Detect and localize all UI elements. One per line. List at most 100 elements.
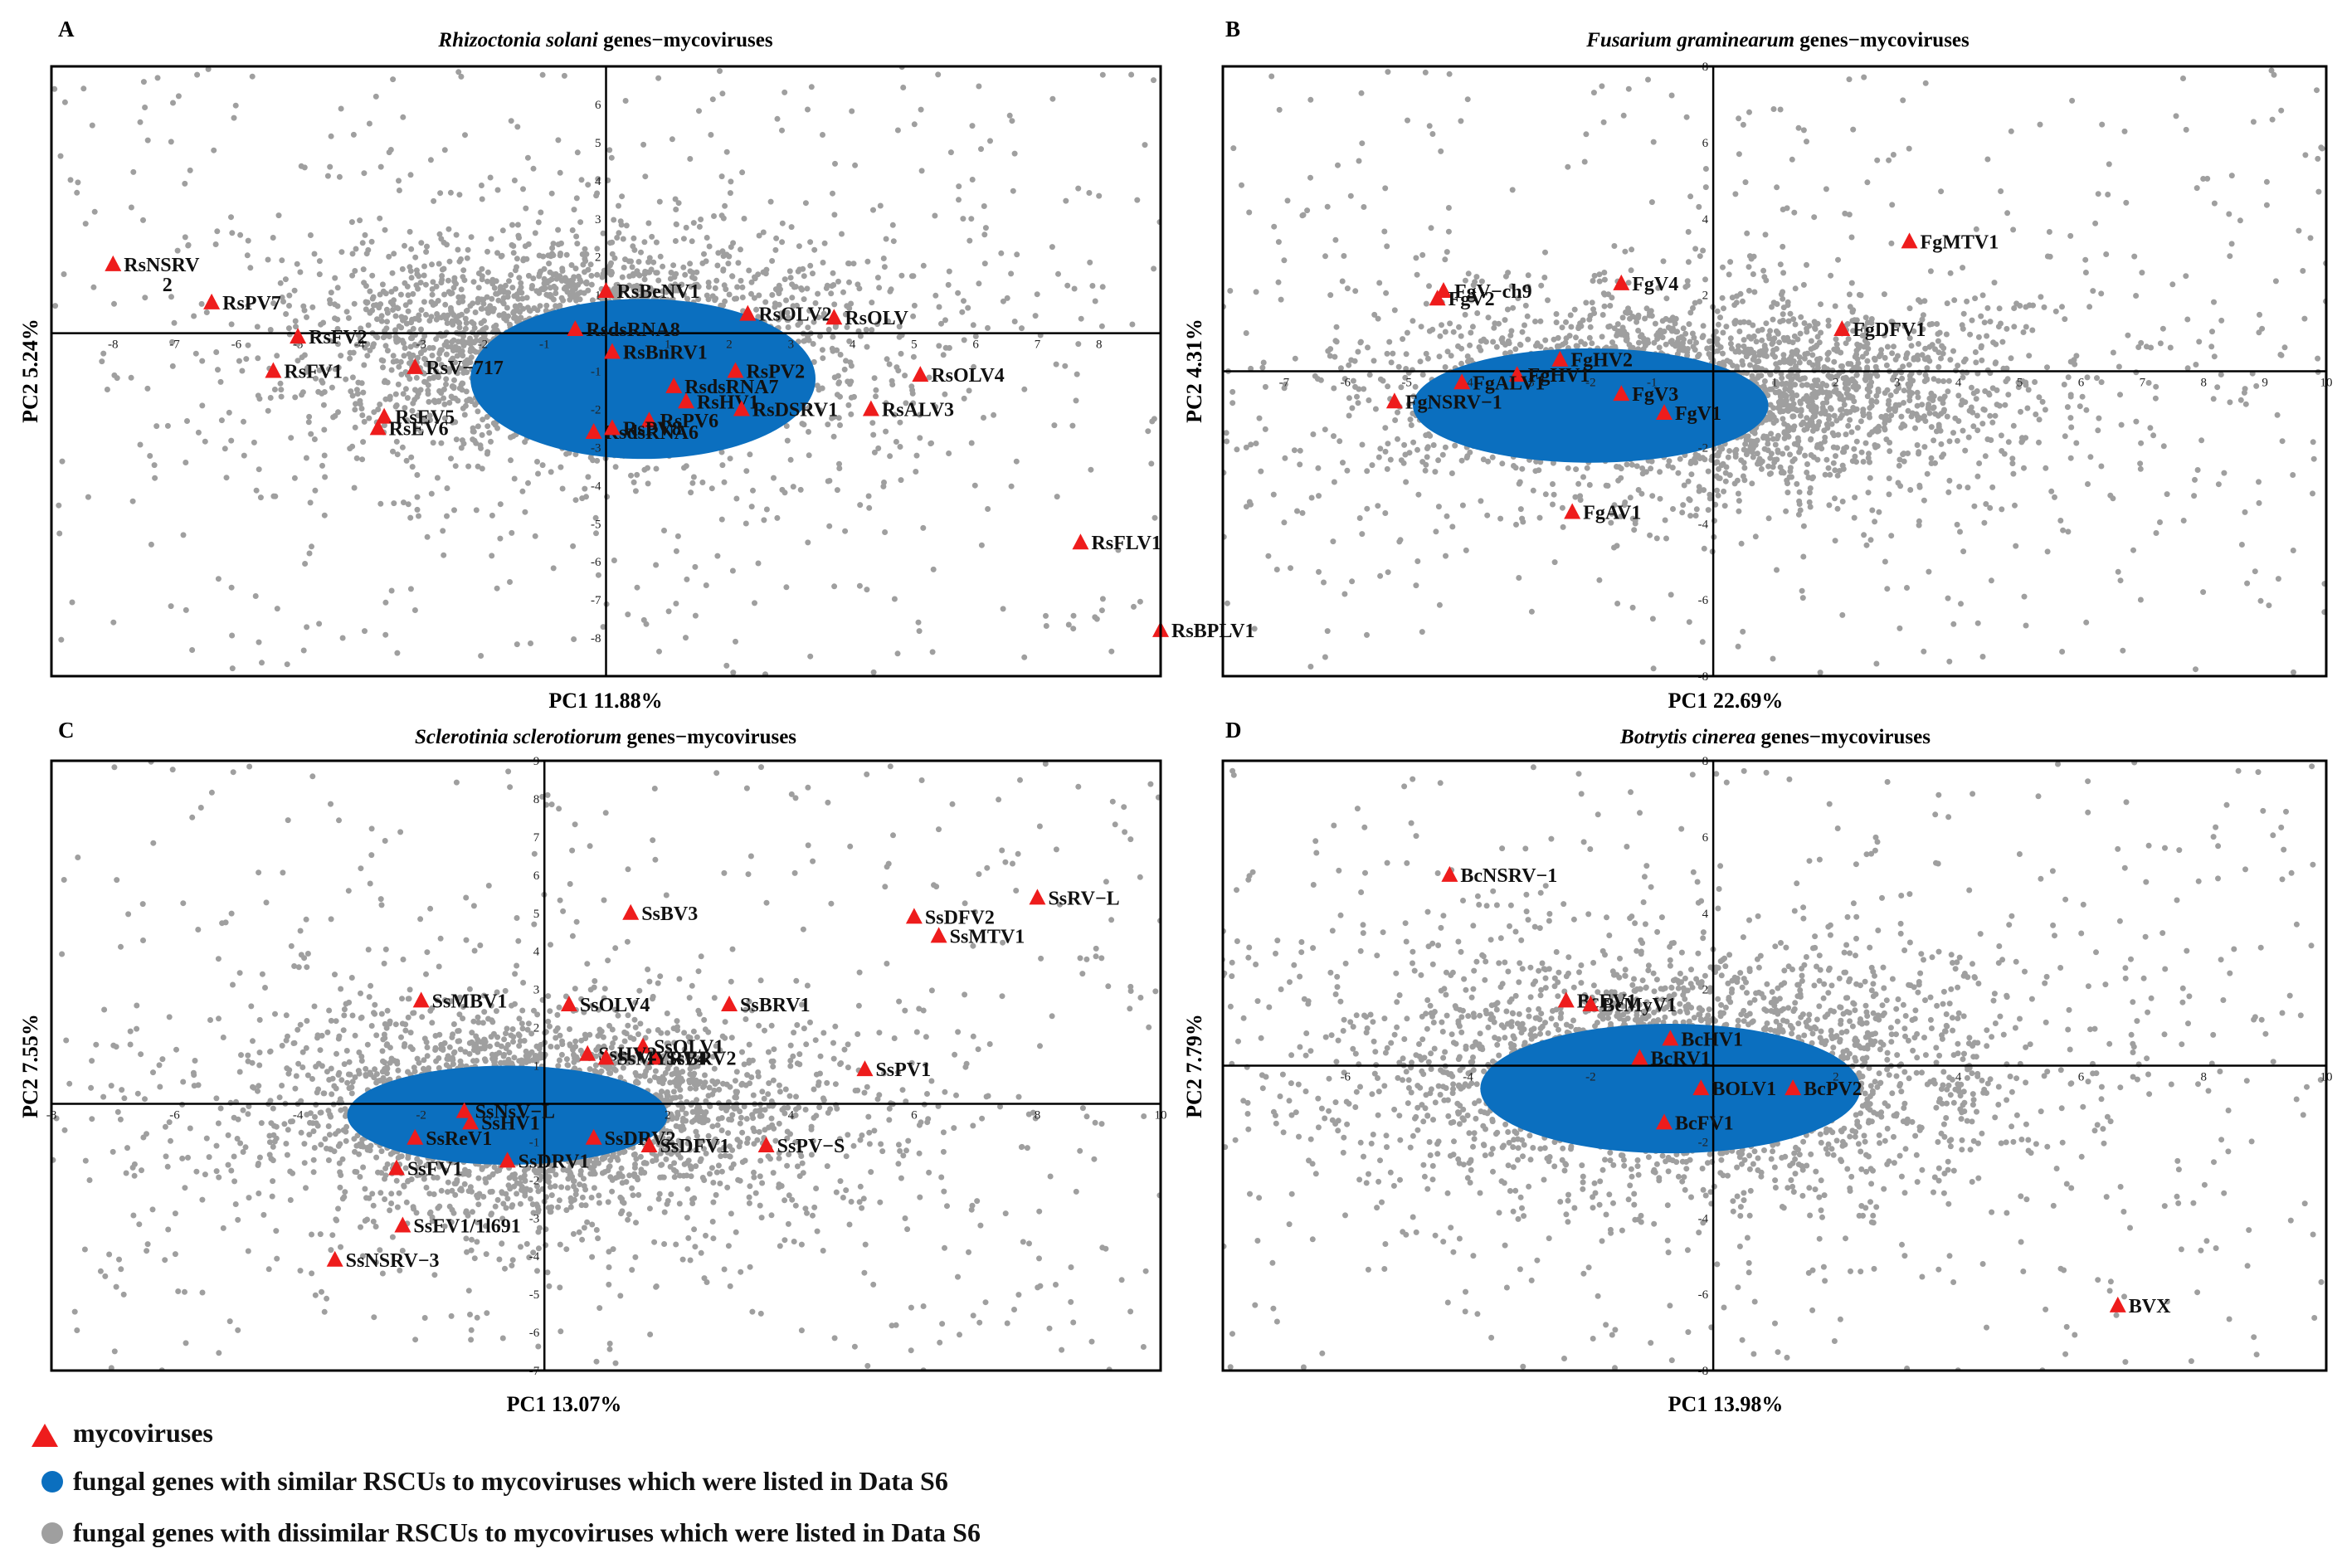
virus-label: FgV4 <box>1632 274 1678 295</box>
x-tick-label-a: -6 <box>231 338 242 352</box>
virus-marker <box>905 908 923 924</box>
x-tick-label-b: 5 <box>2017 377 2023 390</box>
virus-marker <box>1631 1049 1648 1065</box>
y-tick-label-a: 3 <box>595 213 601 226</box>
virus-label: RsBnRV1 <box>623 343 708 364</box>
dissimilar-genes-b <box>1223 67 2326 676</box>
virus-marker <box>1453 373 1471 390</box>
virus-label: BcRV1 <box>1650 1048 1710 1069</box>
y-tick-label-c: 5 <box>533 908 540 921</box>
similar-genes-cluster-d <box>1480 1023 1861 1154</box>
x-tick-label-d: 8 <box>2200 1071 2207 1084</box>
similar-genes-cluster-b <box>1413 348 1769 463</box>
virus-marker <box>1441 865 1458 882</box>
virus-marker <box>1557 991 1575 1008</box>
virus-label: RsEV5 <box>395 407 455 429</box>
virus-label: SsBRV1 <box>740 995 811 1016</box>
y-tick-label-a: 1 <box>595 290 601 303</box>
y-tick-label-a: 4 <box>595 175 601 188</box>
similar-genes-cluster-a <box>470 299 816 460</box>
virus-label: SsMYRV4 <box>617 1048 708 1069</box>
axes-b <box>1223 66 2326 676</box>
virus-marker <box>739 304 757 321</box>
virus-label: RsHV1 <box>697 392 759 413</box>
legend-virus-marker <box>32 1424 58 1447</box>
virus-marker <box>387 1159 405 1176</box>
y-tick-label-c: -1 <box>529 1136 540 1149</box>
virus-label: FgALV1 <box>1473 373 1545 394</box>
title-b: Fusarium graminearum genes−mycoviruses <box>1585 29 1970 51</box>
legend-virus-label: mycoviruses <box>73 1418 213 1448</box>
y-tick-label-d: -6 <box>1698 1288 1709 1302</box>
y-tick-label-a: -4 <box>591 480 601 493</box>
virus-marker <box>1564 503 1581 519</box>
y-tick-label-a: 6 <box>595 99 601 112</box>
virus-marker <box>1901 232 1918 249</box>
x-tick-label-d: 4 <box>1955 1071 1962 1084</box>
axes-d <box>1223 761 2326 1371</box>
x-tick-label-b: -6 <box>1341 377 1351 390</box>
virus-marker <box>290 328 307 344</box>
virus-label: RsNSRV <box>124 255 200 276</box>
x-tick-label-c: -2 <box>416 1108 426 1122</box>
virus-marker <box>640 1136 658 1152</box>
virus-label: SsReV1 <box>426 1128 492 1150</box>
virus-label: SsBV3 <box>641 903 698 925</box>
x-tick-label-c: -6 <box>169 1108 180 1122</box>
panel-letter-c: C <box>58 718 75 743</box>
x-tick-label-d: -4 <box>1463 1071 1473 1084</box>
virus-marker <box>1551 350 1569 367</box>
virus-marker <box>376 407 393 424</box>
dissimilar-genes-c <box>51 761 1161 1371</box>
y-tick-label-b: 4 <box>1702 213 1709 226</box>
virus-label: BcHV1 <box>1681 1029 1743 1050</box>
virus-marker <box>407 1128 424 1145</box>
y-tick-label-a: -2 <box>591 403 601 416</box>
virus-marker <box>407 358 424 374</box>
virus-marker <box>1508 366 1526 382</box>
virus-marker <box>579 1045 596 1061</box>
virus-marker <box>412 991 430 1008</box>
x-tick-label-a: 5 <box>911 338 918 352</box>
virus-marker <box>567 319 584 336</box>
x-tick-label-c: 8 <box>1035 1108 1041 1122</box>
x-tick-label-a: -3 <box>416 338 426 352</box>
virus-label: SsNsV−L <box>475 1102 555 1123</box>
x-tick-label-b: -5 <box>1401 377 1412 390</box>
virus-label: FgDFV1 <box>1853 319 1926 341</box>
x-tick-label-c: 4 <box>788 1108 795 1122</box>
virus-label: BcPV2 <box>1804 1079 1862 1100</box>
legend-similar-marker <box>41 1471 63 1493</box>
virus-marker <box>1072 533 1089 550</box>
y-tick-label-a: -5 <box>591 518 601 531</box>
virus-marker <box>1429 290 1446 306</box>
virus-label: RsFLV1 <box>1091 533 1161 554</box>
virus-label: FgV−ch9 <box>1454 281 1532 303</box>
virus-label: RsBPLV1 <box>1171 621 1254 642</box>
y-tick-label-c: -3 <box>529 1212 540 1225</box>
x-tick-label-d: -6 <box>1341 1071 1351 1084</box>
y-tick-label-c: 1 <box>533 1060 540 1074</box>
virus-label: SsDFV1 <box>660 1136 729 1157</box>
virus-label: RsdsRNA8 <box>586 319 679 341</box>
virus-label: SsBRV2 <box>666 1048 737 1069</box>
virus-marker <box>597 282 615 299</box>
gene-cloud-d <box>1223 761 2325 1371</box>
ylabel-c: PC2 7.55% <box>18 1014 42 1118</box>
virus-label: RsPV7 <box>222 293 281 314</box>
virus-label: SsDFV2 <box>925 907 995 928</box>
legend: mycoviruses fungal genes with similar RS… <box>32 1418 981 1547</box>
virus-label: SsNSRV−3 <box>346 1250 440 1272</box>
virus-marker <box>640 411 658 428</box>
title-a: Rhizoctonia solani genes−mycoviruses <box>437 29 772 51</box>
x-tick-label-c: 6 <box>911 1108 918 1122</box>
virus-label: SsOLV4 <box>580 995 650 1016</box>
y-tick-label-b: 6 <box>1702 137 1709 150</box>
virus-marker <box>665 377 683 393</box>
